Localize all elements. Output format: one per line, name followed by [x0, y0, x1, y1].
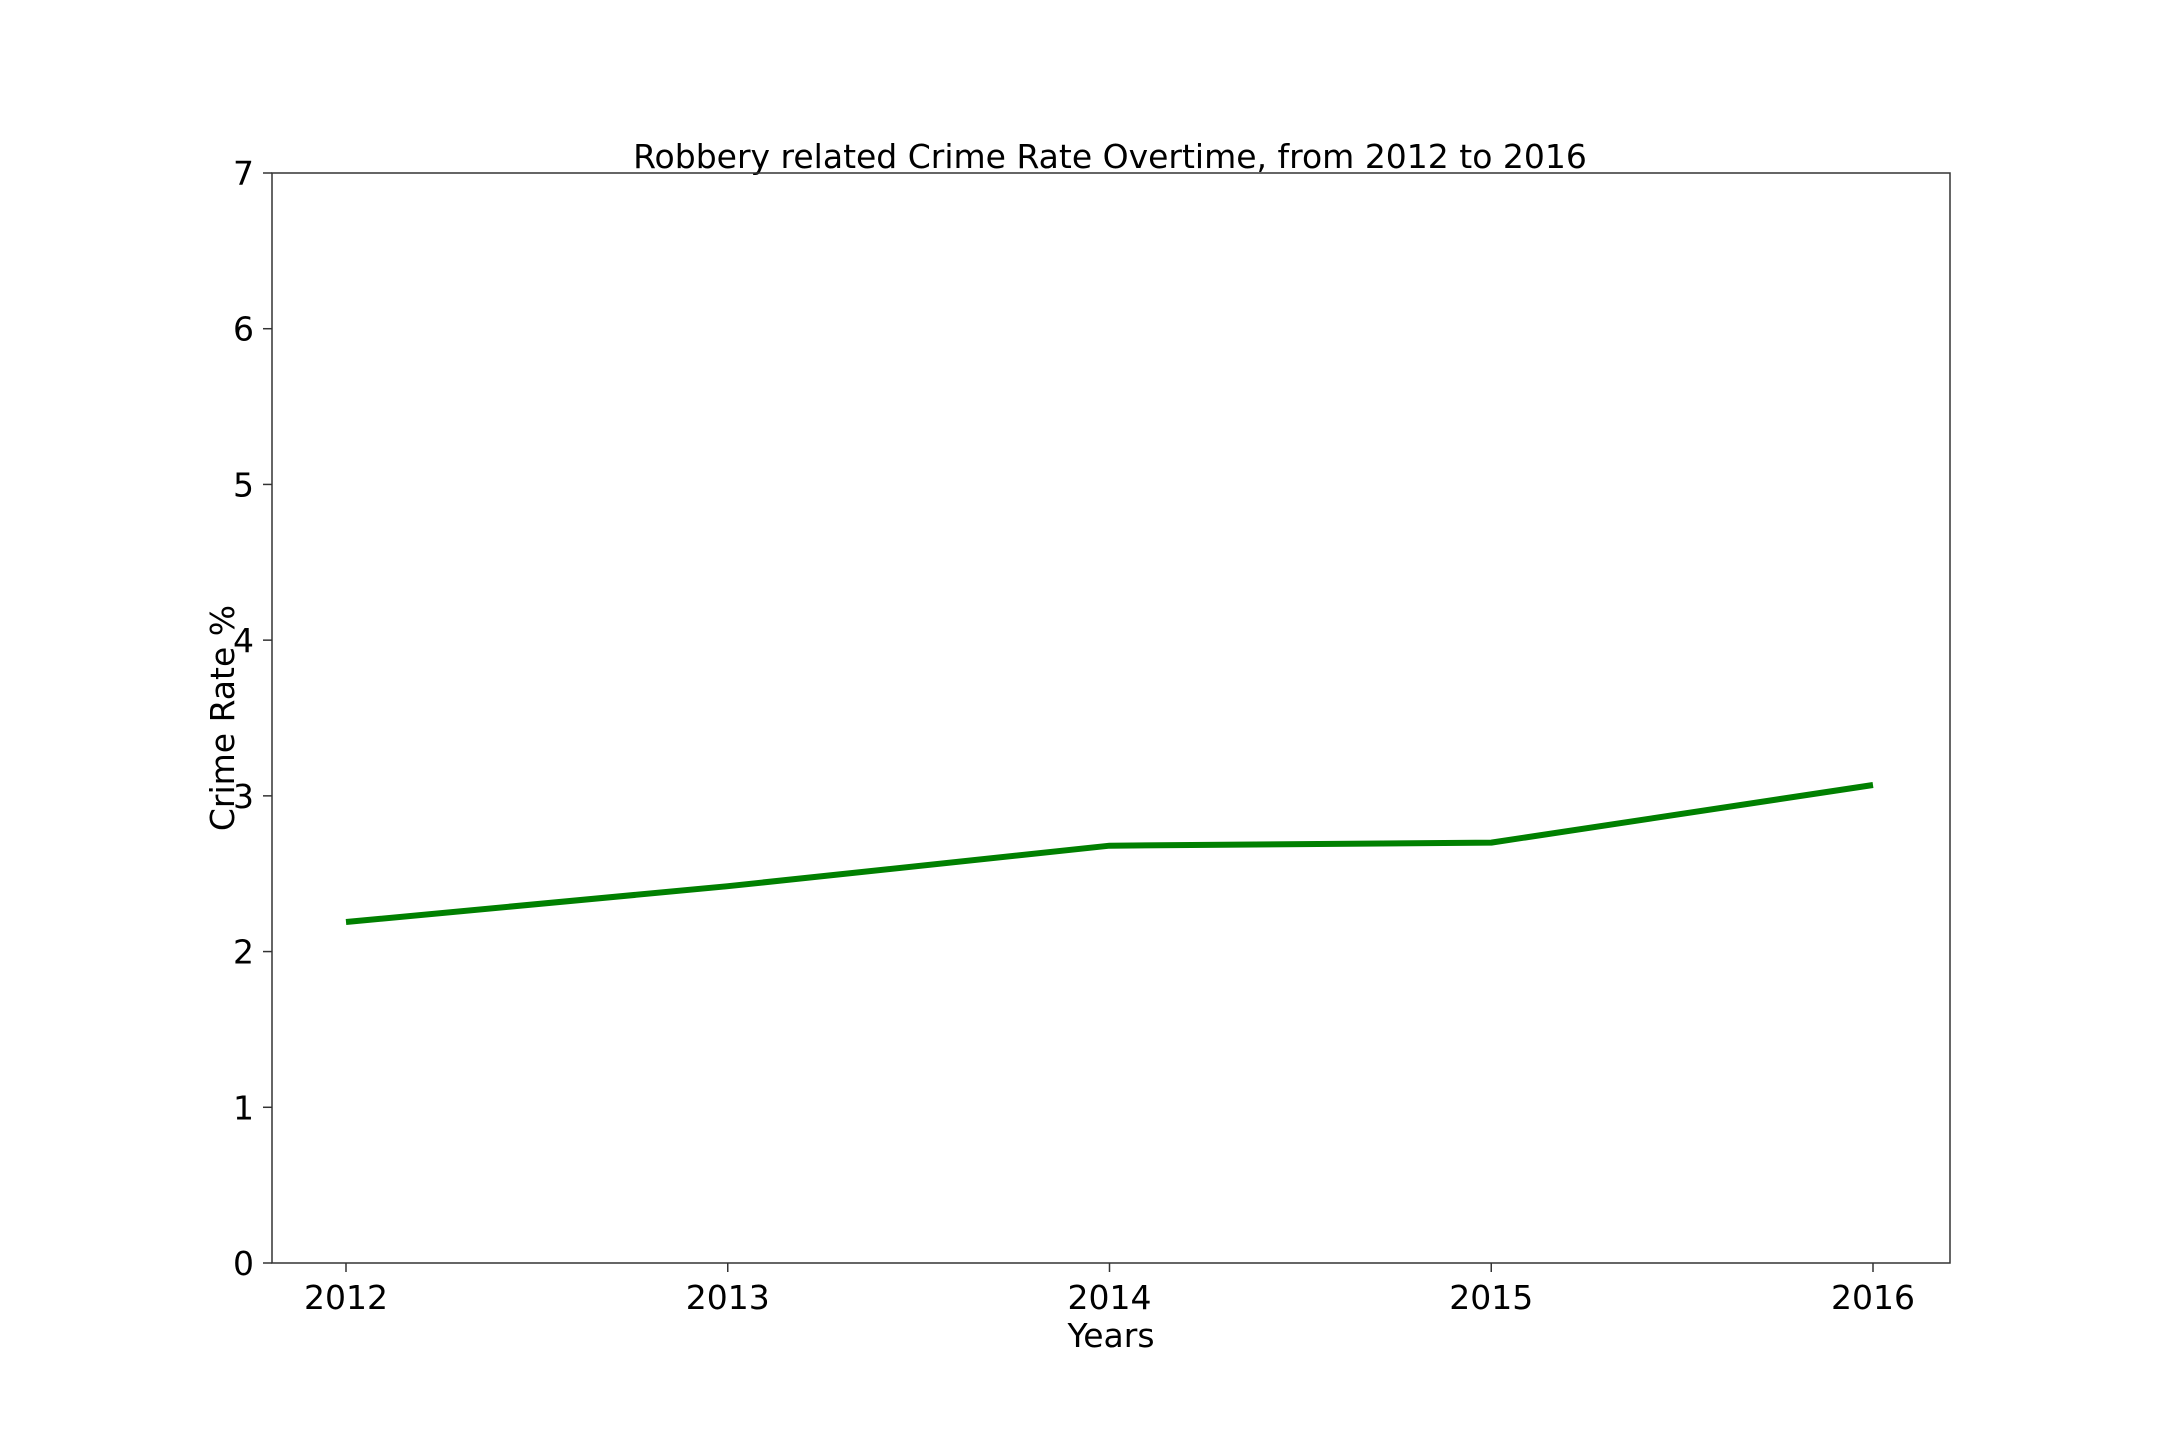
y-tick-label: 4 — [233, 621, 254, 660]
y-axis-label: Crime Rate % — [203, 605, 242, 831]
x-axis-label: Years — [1066, 1316, 1154, 1355]
y-tick-label: 0 — [233, 1244, 254, 1283]
series-line-0 — [345, 782, 1874, 925]
x-axis-ticks: 2012 2013 2014 2015 2016 — [304, 1263, 1915, 1317]
x-tick-label: 2013 — [686, 1278, 770, 1317]
y-tick-label: 2 — [233, 933, 254, 972]
y-tick-label: 1 — [233, 1088, 254, 1127]
y-tick-label: 3 — [233, 777, 254, 816]
y-tick-label: 7 — [233, 154, 254, 193]
x-tick-label: 2012 — [304, 1278, 388, 1317]
x-tick-label: 2016 — [1831, 1278, 1915, 1317]
chart-title: Robbery related Crime Rate Overtime, fro… — [633, 137, 1587, 176]
y-axis-ticks: 0 1 2 3 4 5 6 7 — [233, 154, 272, 1283]
y-tick-label: 6 — [233, 310, 254, 349]
x-tick-label: 2014 — [1068, 1278, 1152, 1317]
x-tick-label: 2015 — [1449, 1278, 1533, 1317]
plot-frame — [271, 172, 1951, 1264]
y-tick-label: 5 — [233, 465, 254, 504]
series-group — [345, 782, 1874, 925]
